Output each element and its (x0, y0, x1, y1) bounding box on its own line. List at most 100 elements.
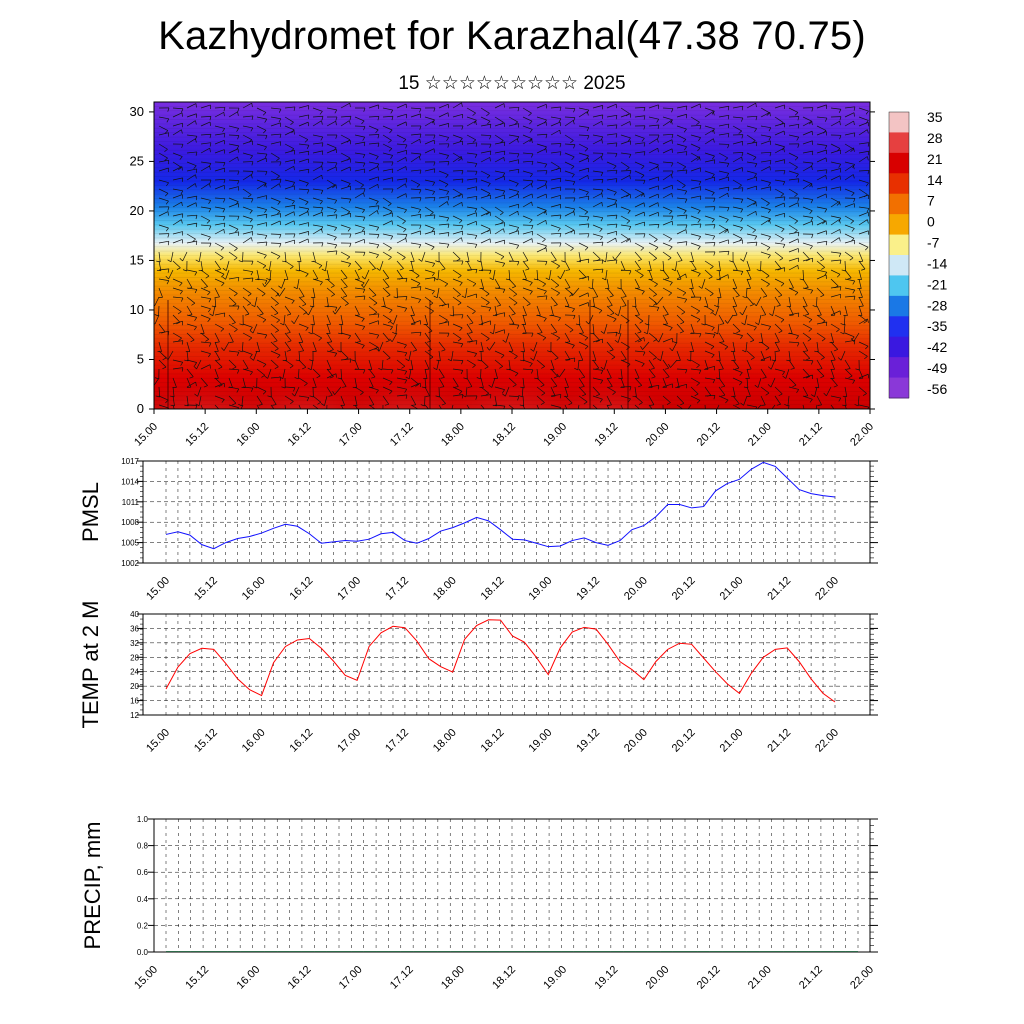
precip-x-tick-label: 18.00 (439, 964, 467, 992)
precip-bar (783, 951, 797, 952)
y-tick-label: 10 (130, 302, 144, 317)
precip-bar (685, 951, 698, 952)
precip-bar (450, 951, 463, 952)
colorbar-label: -35 (927, 318, 947, 334)
precip-x-tick-label: 18.12 (490, 964, 518, 992)
colorbar-label: -14 (927, 255, 947, 271)
colorbar-label: 14 (927, 172, 943, 188)
x-tick-label: 18.00 (439, 421, 467, 449)
precip-ylabel: PRECIP, mm (80, 822, 105, 950)
precip-x-tick-label: 15.12 (183, 964, 211, 992)
precip-bar (425, 951, 438, 952)
precip-y-tick-label: 0.8 (137, 842, 149, 851)
precip-bar (660, 951, 673, 952)
precip-bar (586, 951, 599, 952)
precip-bar (647, 951, 661, 952)
pmsl-y-tick-label: 1011 (122, 498, 140, 507)
temp-x-tick-label: 15.12 (192, 727, 220, 755)
pmsl-x-tick-label: 18.00 (431, 575, 459, 603)
precip-x-tick-label: 16.12 (286, 964, 314, 992)
temp-y-tick-label: 20 (130, 682, 139, 691)
precip-bar (178, 951, 191, 952)
wind-barbs (154, 102, 870, 409)
temp-x-tick-label: 18.00 (431, 727, 459, 755)
precip-bar (833, 951, 846, 952)
pmsl-y-tick-label: 1014 (121, 477, 139, 486)
x-tick-label: 17.12 (388, 421, 416, 449)
precip-bar (277, 951, 290, 952)
pmsl-x-tick-label: 20.00 (622, 575, 650, 603)
precip-y-tick-label: 0.4 (137, 895, 149, 904)
precip-x-tick-label: 17.12 (388, 964, 416, 992)
pmsl-x-tick-label: 21.00 (718, 575, 746, 603)
pmsl-x-tick-label: 21.12 (765, 575, 793, 603)
x-tick-label: 22.00 (848, 421, 876, 449)
colorbar-swatch (889, 132, 909, 154)
y-tick-label: 25 (130, 153, 144, 168)
temp-y-tick-label: 28 (130, 653, 139, 662)
precip-bar (203, 951, 216, 952)
temp-y-tick-label: 36 (130, 624, 139, 633)
precip-bar (339, 951, 352, 952)
precip-x-tick-label: 16.00 (234, 964, 262, 992)
precip-bar (820, 951, 834, 952)
x-tick-label: 18.12 (490, 421, 518, 449)
precip-x-tick-label: 20.00 (644, 964, 672, 992)
pmsl-x-tick-label: 19.00 (526, 575, 554, 603)
x-tick-label: 21.00 (746, 421, 774, 449)
precip-bar (487, 951, 500, 952)
colorbar-label: 21 (927, 151, 943, 167)
precip-bar (672, 951, 685, 952)
colorbar-swatch (889, 255, 909, 276)
colorbar-swatch (889, 316, 909, 338)
precip-bar (474, 951, 488, 952)
temp-x-tick-label: 19.12 (574, 727, 602, 755)
precip-bar (549, 951, 562, 952)
precip-y-tick-label: 0.2 (137, 921, 149, 930)
x-tick-label: 19.12 (592, 421, 620, 449)
precip-bar (845, 951, 858, 952)
colorbar-swatch (889, 193, 909, 215)
precip-x-tick-label: 17.00 (337, 964, 365, 992)
precip-y-tick-label: 0.0 (137, 948, 149, 957)
colorbar-label: 35 (927, 109, 943, 125)
precip-bar (746, 951, 760, 952)
precip-bar (635, 951, 648, 952)
precip-panel: 1.0 0.8 0.6 0.4 0.2 0.0 15.00 15.12 16.00 16.12 17… (80, 815, 878, 992)
pmsl-x-tick-label: 16.00 (240, 575, 268, 603)
temp-x-tick-label: 20.00 (622, 727, 650, 755)
chart-subtitle: 15 ☆☆☆☆☆☆☆☆☆ 2025 (398, 73, 626, 94)
temp-x-tick-label: 18.12 (479, 727, 507, 755)
x-tick-label: 15.12 (183, 421, 211, 449)
colorbar: 35 28 21 14 7 0 -7 -14 -21 -28 -35 -42 -49 -56 (888, 109, 947, 399)
pmsl-y-tick-label: 1017 (121, 457, 139, 466)
precip-bar (734, 951, 747, 952)
colorbar-swatch (889, 377, 909, 399)
precip-bar (462, 951, 475, 952)
precip-y-tick-label: 0.6 (137, 868, 149, 877)
warm-cell (434, 337, 590, 409)
colorbar-label: 0 (927, 214, 935, 230)
precip-bar (623, 951, 636, 952)
precip-bar (190, 951, 204, 952)
colorbar-label: -21 (927, 276, 947, 292)
x-tick-label: 17.00 (337, 421, 365, 449)
precip-bar (771, 951, 784, 952)
precip-bar (598, 951, 611, 952)
y-tick-label: 0 (137, 401, 144, 416)
precip-bar (512, 951, 525, 952)
precip-bar (709, 951, 723, 952)
colorbar-label: -49 (927, 360, 947, 376)
y-tick-label: 30 (130, 104, 144, 119)
temp-x-tick-label: 19.00 (526, 727, 554, 755)
pmsl-x-tick-label: 15.00 (144, 575, 172, 603)
pmsl-x-tick-label: 17.00 (335, 575, 363, 603)
precip-x-tick-label: 15.00 (132, 964, 160, 992)
colorbar-swatch (889, 275, 909, 297)
precip-bar (610, 951, 624, 952)
precip-bar (326, 951, 339, 952)
pmsl-frame (142, 460, 871, 564)
temp-y-tick-label: 12 (130, 711, 139, 720)
precip-x-tick-label: 19.12 (592, 964, 620, 992)
